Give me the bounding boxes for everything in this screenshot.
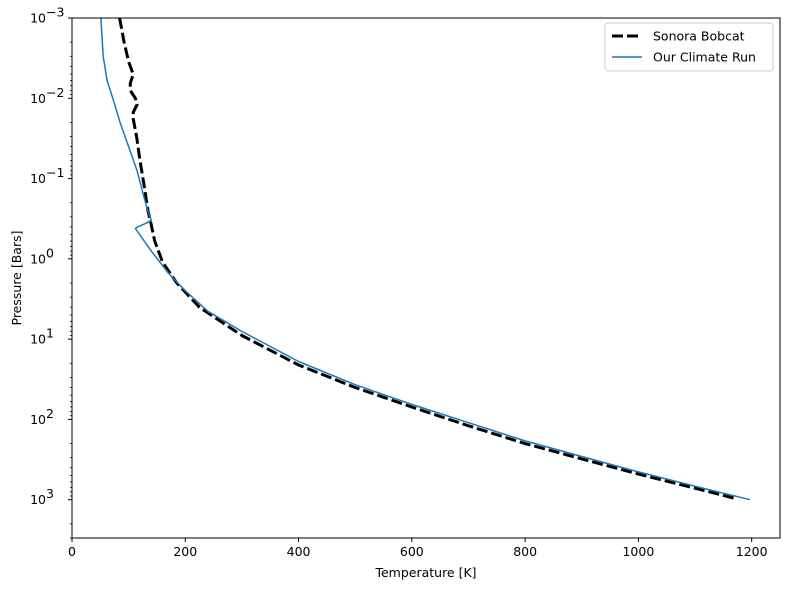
y-tick-exponent-4: 1 xyxy=(46,326,54,341)
x-axis-label: Temperature [K] xyxy=(374,565,476,580)
plot-frame xyxy=(71,17,781,539)
y-tick-exponent-5: 2 xyxy=(46,406,54,421)
y-tick-label-2: 10 xyxy=(30,171,46,186)
x-tick-label-400: 400 xyxy=(287,544,311,559)
legend-box xyxy=(604,22,774,72)
x-tick-label-800: 800 xyxy=(513,544,537,559)
y-axis-label: Pressure [Bars] xyxy=(9,231,24,326)
legend-label-sonora-bobcat: Sonora Bobcat xyxy=(653,29,745,44)
y-tick-label-3: 10 xyxy=(30,251,46,266)
y-tick-label-5: 10 xyxy=(30,412,46,427)
series-layer xyxy=(100,17,751,501)
y-tick-label-1: 10 xyxy=(30,91,46,106)
legend: Sonora Bobcat Our Climate Run xyxy=(604,22,774,72)
series-line-sonora-bobcat xyxy=(118,17,736,500)
x-tick-label-0: 0 xyxy=(68,544,76,559)
y-tick-exponent-2: −1 xyxy=(46,165,64,180)
x-tick-label-200: 200 xyxy=(173,544,197,559)
x-axis: 0 200 400 600 800 1000 1200 xyxy=(68,538,768,559)
y-tick-label-0: 10 xyxy=(30,11,46,26)
y-tick-exponent-6: 3 xyxy=(46,486,54,501)
series-line-our-climate-run xyxy=(100,17,751,501)
x-tick-label-600: 600 xyxy=(400,544,424,559)
y-tick-label-4: 10 xyxy=(30,332,46,347)
y-tick-exponent-0: −3 xyxy=(46,5,64,20)
plot-area xyxy=(72,18,780,538)
y-tick-exponent-3: 0 xyxy=(46,245,54,260)
x-tick-label-1000: 1000 xyxy=(622,544,654,559)
legend-label-our-climate-run: Our Climate Run xyxy=(653,50,756,65)
y-tick-exponent-1: −2 xyxy=(46,85,64,100)
x-tick-label-1200: 1200 xyxy=(736,544,768,559)
y-tick-label-6: 10 xyxy=(30,492,46,507)
